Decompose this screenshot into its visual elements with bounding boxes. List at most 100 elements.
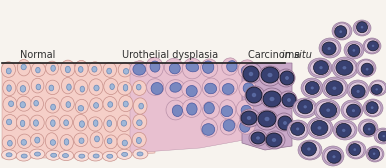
Ellipse shape: [105, 135, 117, 149]
Ellipse shape: [61, 96, 74, 111]
Ellipse shape: [300, 141, 320, 159]
Ellipse shape: [182, 80, 201, 98]
Ellipse shape: [122, 152, 128, 156]
Ellipse shape: [361, 63, 373, 75]
Ellipse shape: [182, 99, 201, 117]
Ellipse shape: [278, 116, 292, 130]
Ellipse shape: [30, 149, 45, 159]
Ellipse shape: [242, 63, 262, 83]
Ellipse shape: [324, 79, 346, 97]
Ellipse shape: [136, 137, 141, 144]
Ellipse shape: [326, 109, 330, 112]
Ellipse shape: [358, 60, 374, 76]
Ellipse shape: [266, 133, 282, 147]
Ellipse shape: [118, 82, 132, 95]
Ellipse shape: [238, 118, 255, 134]
Ellipse shape: [335, 26, 347, 38]
Ellipse shape: [267, 73, 273, 77]
Ellipse shape: [383, 135, 385, 137]
Ellipse shape: [78, 106, 84, 111]
Text: Urothelial dysplasia: Urothelial dysplasia: [122, 50, 218, 60]
Ellipse shape: [169, 63, 180, 74]
Ellipse shape: [186, 86, 197, 97]
Ellipse shape: [321, 40, 339, 56]
Ellipse shape: [133, 81, 146, 95]
Polygon shape: [130, 63, 255, 153]
Ellipse shape: [349, 82, 367, 98]
Ellipse shape: [240, 109, 260, 127]
Ellipse shape: [2, 135, 16, 150]
Ellipse shape: [332, 22, 352, 40]
Ellipse shape: [78, 67, 83, 72]
Ellipse shape: [50, 140, 56, 145]
Ellipse shape: [352, 49, 355, 52]
Ellipse shape: [164, 58, 183, 76]
Ellipse shape: [65, 66, 70, 73]
Ellipse shape: [305, 81, 319, 94]
Ellipse shape: [364, 39, 379, 53]
Ellipse shape: [46, 61, 59, 75]
Ellipse shape: [31, 78, 44, 93]
Ellipse shape: [343, 102, 361, 118]
Ellipse shape: [51, 65, 55, 71]
Ellipse shape: [46, 116, 60, 131]
Ellipse shape: [327, 47, 331, 50]
Ellipse shape: [227, 61, 237, 72]
Ellipse shape: [7, 119, 12, 125]
Ellipse shape: [46, 80, 59, 95]
Ellipse shape: [137, 120, 142, 126]
Ellipse shape: [74, 80, 88, 95]
Ellipse shape: [59, 151, 74, 161]
Ellipse shape: [373, 153, 375, 155]
Ellipse shape: [240, 121, 250, 132]
Ellipse shape: [352, 109, 355, 112]
Ellipse shape: [374, 128, 386, 144]
Ellipse shape: [107, 138, 112, 144]
Ellipse shape: [371, 84, 382, 94]
Ellipse shape: [186, 62, 199, 72]
Ellipse shape: [66, 102, 71, 108]
Ellipse shape: [291, 122, 305, 135]
Ellipse shape: [45, 133, 58, 149]
Ellipse shape: [261, 67, 279, 83]
Ellipse shape: [363, 99, 383, 117]
Ellipse shape: [324, 148, 342, 164]
Ellipse shape: [347, 104, 361, 117]
Ellipse shape: [357, 22, 367, 33]
Ellipse shape: [347, 80, 369, 100]
Ellipse shape: [336, 123, 351, 137]
Ellipse shape: [263, 91, 281, 107]
Ellipse shape: [241, 105, 252, 115]
Ellipse shape: [313, 61, 328, 75]
Ellipse shape: [79, 138, 84, 143]
Ellipse shape: [51, 104, 56, 110]
Ellipse shape: [348, 142, 364, 158]
Ellipse shape: [117, 115, 131, 132]
Ellipse shape: [239, 80, 256, 98]
Ellipse shape: [36, 84, 41, 90]
Text: Normal: Normal: [20, 50, 56, 60]
Ellipse shape: [7, 85, 11, 91]
Ellipse shape: [130, 61, 149, 77]
Ellipse shape: [123, 85, 128, 91]
Ellipse shape: [30, 115, 44, 130]
Ellipse shape: [279, 91, 297, 109]
Ellipse shape: [103, 97, 117, 111]
Ellipse shape: [45, 98, 60, 113]
Ellipse shape: [49, 85, 54, 91]
Ellipse shape: [361, 26, 363, 28]
Ellipse shape: [35, 137, 40, 143]
Ellipse shape: [150, 61, 160, 72]
Ellipse shape: [201, 59, 218, 77]
Ellipse shape: [310, 60, 330, 76]
Ellipse shape: [21, 154, 27, 158]
Ellipse shape: [138, 66, 143, 72]
Ellipse shape: [90, 98, 103, 111]
Ellipse shape: [67, 84, 71, 90]
Ellipse shape: [318, 126, 322, 130]
Ellipse shape: [80, 121, 85, 127]
Ellipse shape: [342, 66, 346, 69]
Ellipse shape: [314, 99, 340, 121]
Ellipse shape: [46, 150, 61, 160]
Ellipse shape: [322, 146, 344, 166]
